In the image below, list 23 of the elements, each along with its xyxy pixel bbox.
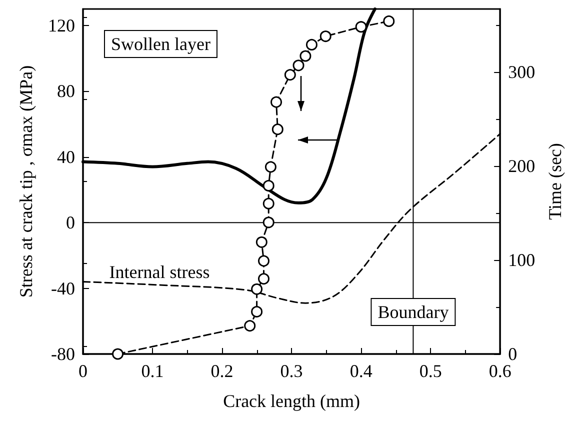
- y2-axis-title: Time (sec): [545, 143, 565, 220]
- x-axis-title: Crack length (mm): [223, 391, 360, 411]
- x-tick-label: 0: [78, 361, 88, 381]
- x-tick-label: 0.2: [210, 361, 234, 381]
- y-axis-title: Stress at crack tip , σmax (MPa): [16, 65, 36, 298]
- annotation: Internal stress: [109, 262, 210, 282]
- y-tick-label: 80: [57, 81, 75, 102]
- y2-tick-label: 100: [508, 250, 536, 270]
- y2-tick-label: 0: [508, 344, 518, 364]
- y-tick-label: -80: [51, 344, 75, 364]
- x-tick-label: 0.4: [350, 361, 372, 381]
- y-tick-label: 0: [66, 212, 75, 233]
- x-tick-label: 0.6: [488, 361, 512, 381]
- y-tick-label: 40: [57, 146, 75, 167]
- x-tick-label: 0.3: [280, 361, 303, 381]
- ref-line-label: Boundary: [378, 302, 449, 322]
- x-tick-label: 0.5: [419, 361, 442, 381]
- y2-tick-label: 200: [508, 156, 536, 176]
- y2-tick-label: 300: [508, 62, 536, 82]
- y-tick-label: 120: [48, 15, 75, 36]
- x-tick-label: 0.1: [141, 361, 164, 381]
- annotation: Swollen layer: [111, 34, 210, 54]
- y-tick-label: -40: [51, 278, 75, 298]
